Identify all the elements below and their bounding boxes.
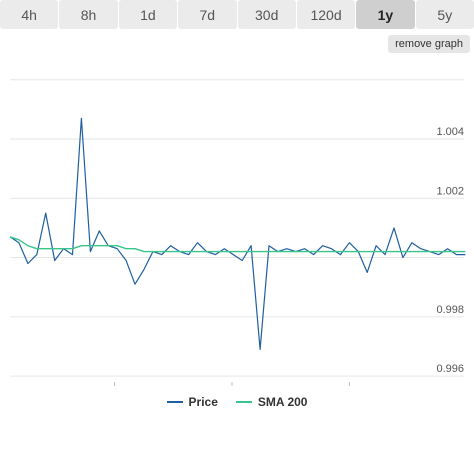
legend-swatch-price <box>166 401 183 403</box>
legend-label-price: Price <box>188 395 218 409</box>
tab-7d[interactable]: 7d <box>178 0 237 29</box>
tab-120d[interactable]: 120d <box>296 0 356 29</box>
legend-item-sma[interactable]: SMA 200 <box>235 395 308 409</box>
y-tick-label: 1.004 <box>436 126 464 138</box>
legend-item-price[interactable]: Price <box>166 395 218 409</box>
chart-legend: Price SMA 200 <box>0 392 474 412</box>
remove-graph-button[interactable]: remove graph <box>388 35 470 53</box>
price-line <box>9 117 466 350</box>
tab-1y[interactable]: 1y <box>356 0 415 29</box>
tab-1d[interactable]: 1d <box>118 0 178 29</box>
y-tick-label: 0.998 <box>436 304 464 316</box>
timeframe-tabs: 4h 8h 1d 7d 30d 120d 1y 5y <box>0 0 474 30</box>
legend-swatch-sma <box>235 401 252 403</box>
sma-line <box>9 236 466 253</box>
tab-4h[interactable]: 4h <box>0 0 59 29</box>
tab-30d[interactable]: 30d <box>237 0 296 29</box>
y-tick-label: 0.996 <box>436 363 464 375</box>
tab-5y[interactable]: 5y <box>415 0 474 29</box>
legend-label-sma: SMA 200 <box>257 395 308 409</box>
y-tick-label: 1.002 <box>436 185 464 197</box>
tab-8h[interactable]: 8h <box>59 0 118 29</box>
